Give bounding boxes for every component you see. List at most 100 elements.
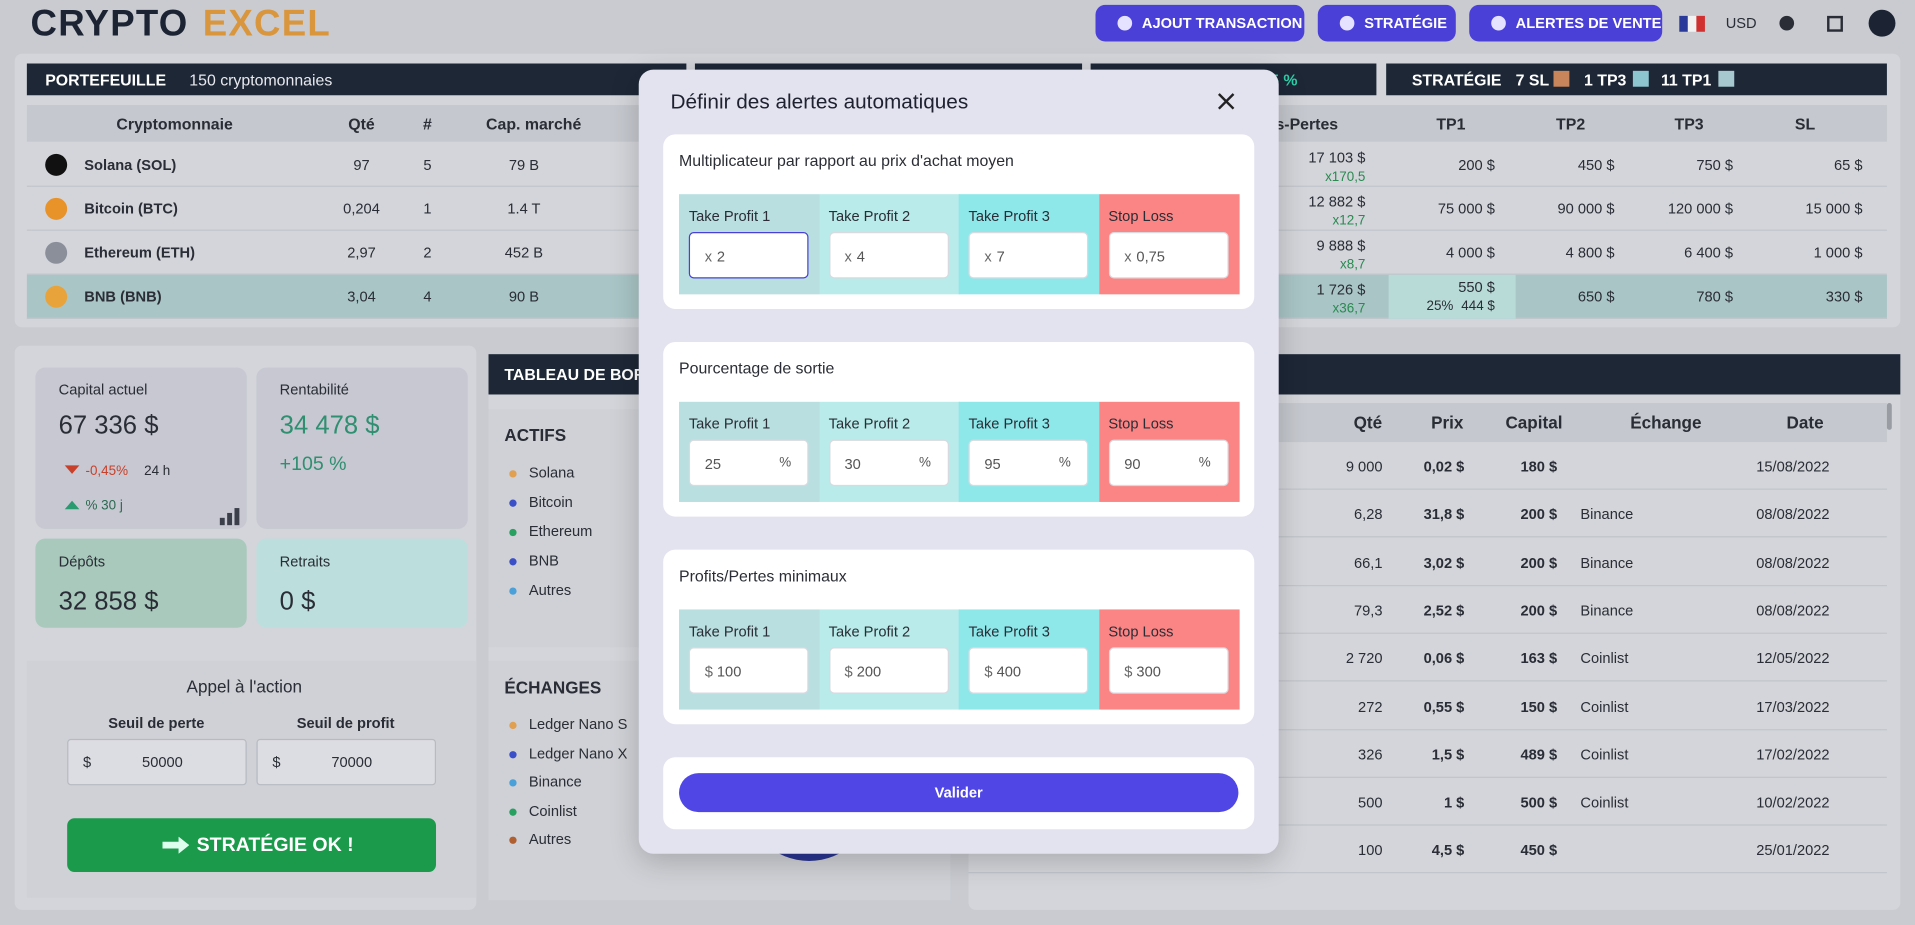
coin-icon xyxy=(45,153,68,176)
strategy-swatch xyxy=(1632,70,1649,87)
cell: 1 726 $ xyxy=(1316,280,1366,298)
strategy-button[interactable] xyxy=(67,818,437,873)
cell: 10/02/2022 xyxy=(1756,793,1830,812)
cell: 3,02 $ xyxy=(1423,553,1465,572)
panel-header xyxy=(26,63,687,96)
cell: 90 000 $ xyxy=(1557,200,1615,218)
cell: Binance xyxy=(1580,505,1634,524)
threshold-input[interactable] xyxy=(67,738,247,786)
column-header: TP1 xyxy=(1436,114,1466,134)
cell: 200 $ xyxy=(1458,156,1495,174)
close-icon xyxy=(1217,93,1235,110)
cell: 5 xyxy=(423,156,432,174)
cell: Coinlist xyxy=(1580,697,1629,716)
cell: 4,5 $ xyxy=(1431,841,1465,860)
cell: 97 xyxy=(353,156,370,174)
field-label: Take Profit 2 xyxy=(828,207,911,225)
legend-label: Solana xyxy=(528,464,575,482)
alert-input[interactable] xyxy=(688,232,809,279)
table-row xyxy=(968,538,1887,586)
button-label: STRATÉGIE OK ! xyxy=(196,835,354,857)
table-row xyxy=(968,490,1887,538)
cell: Binance xyxy=(1580,601,1634,620)
alert-input[interactable] xyxy=(688,647,809,694)
alert-input[interactable] xyxy=(828,647,949,694)
alert-input[interactable] xyxy=(968,647,1089,694)
cell: 500 $ xyxy=(1520,793,1558,812)
field-label: Take Profit 1 xyxy=(688,207,771,225)
alert-input[interactable] xyxy=(1108,647,1229,694)
input-prefix: x xyxy=(1124,247,1132,266)
field-label: Take Profit 1 xyxy=(688,415,771,433)
cell: 4 xyxy=(423,288,432,306)
input-value: 95 xyxy=(984,455,1001,473)
card-label: Rentabilité xyxy=(279,381,349,399)
cell: 120 000 $ xyxy=(1667,200,1734,218)
field-label: Take Profit 2 xyxy=(828,622,911,640)
input-value: 50000 xyxy=(142,753,183,771)
input-value: 400 xyxy=(996,663,1022,681)
cell: 17 103 $ xyxy=(1308,148,1366,167)
cell: 780 $ xyxy=(1696,288,1734,306)
strategy-count: 11 TP1 xyxy=(1660,70,1712,90)
alert-input[interactable] xyxy=(968,232,1089,279)
field-label: Seuil de perte xyxy=(108,714,205,732)
alert-input[interactable] xyxy=(968,439,1089,487)
close-button[interactable] xyxy=(1216,92,1236,112)
cell: 65 $ xyxy=(1833,156,1863,174)
legend-label: Coinlist xyxy=(528,801,577,819)
cell: 79,3 xyxy=(1353,601,1383,620)
cell: 200 $ xyxy=(1520,505,1558,524)
tp1-highlight xyxy=(1388,274,1516,319)
legend-dot xyxy=(509,558,517,566)
portfolio-count: 150 cryptomonnaies xyxy=(189,70,333,90)
cell: 79 B xyxy=(508,156,540,174)
cell: 500 xyxy=(1358,793,1383,812)
submit-button[interactable] xyxy=(679,773,1239,813)
section-title: Pourcentage de sortie xyxy=(679,359,835,378)
button-label: ALERTES DE VENTE xyxy=(1515,14,1662,32)
alert-input[interactable] xyxy=(688,439,809,487)
section-title: ACTIFS xyxy=(504,425,567,445)
input-suffix: % xyxy=(779,455,792,471)
input-suffix: % xyxy=(1198,455,1211,471)
column-header: Prix xyxy=(1431,412,1464,433)
column-header: SL xyxy=(1794,114,1816,134)
cell: 150 $ xyxy=(1520,697,1558,716)
cell: 08/08/2022 xyxy=(1756,505,1830,524)
alert-input[interactable] xyxy=(1108,439,1229,487)
input-currency: $ xyxy=(83,753,92,771)
card-value: 32 858 $ xyxy=(58,587,159,616)
up-arrow xyxy=(64,500,80,510)
cell: 12/05/2022 xyxy=(1756,649,1830,668)
cell: 17/02/2022 xyxy=(1756,745,1830,764)
section-title: ÉCHANGES xyxy=(504,677,602,698)
legend-dot xyxy=(509,779,517,787)
cell: 452 B xyxy=(504,244,544,262)
alert-input[interactable] xyxy=(1108,232,1229,279)
cell: 1.4 T xyxy=(507,200,541,218)
alert-input[interactable] xyxy=(828,232,949,279)
table-row xyxy=(968,682,1887,730)
logo: CRYPTO xyxy=(30,3,189,44)
cell: 650 $ xyxy=(1577,288,1615,306)
threshold-input[interactable] xyxy=(256,738,437,786)
cell-multiplier: x36,7 xyxy=(1332,301,1366,317)
legend-dot xyxy=(509,721,517,730)
flag xyxy=(1679,15,1688,32)
cell: 200 $ xyxy=(1520,553,1558,572)
card xyxy=(256,367,468,529)
alert-input[interactable] xyxy=(828,439,949,487)
cell: 25/01/2022 xyxy=(1756,841,1830,860)
cell: 9 888 $ xyxy=(1316,236,1366,255)
cell: 25% xyxy=(1426,299,1454,314)
table-row xyxy=(968,778,1887,826)
card xyxy=(35,538,247,628)
strategy-swatch xyxy=(1553,70,1570,87)
down-arrow xyxy=(64,465,80,474)
strategy-count: 7 SL xyxy=(1515,70,1550,90)
input-value: 100 xyxy=(716,663,742,681)
section-title: Profits/Pertes minimaux xyxy=(679,566,847,586)
cell: 75 000 $ xyxy=(1437,200,1495,218)
